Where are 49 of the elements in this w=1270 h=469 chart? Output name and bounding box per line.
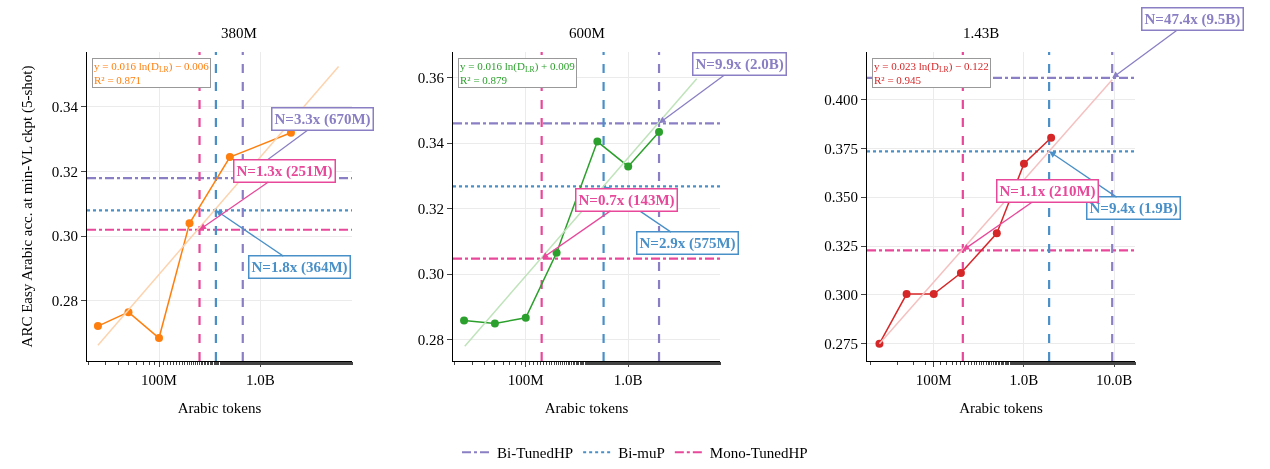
annotation: N=3.3x (670M) (274, 110, 371, 128)
y-tick-label: 0.36 (417, 70, 445, 87)
y-tick-label: 0.400 (824, 91, 858, 108)
y-tick-label: 0.275 (824, 335, 858, 352)
y-tick-label: 0.32 (51, 163, 78, 180)
point (93, 322, 102, 331)
annotation: N=9.4x (1.9B) (1089, 199, 1178, 217)
annotation: N=1.1x (210M) (999, 182, 1096, 200)
x-axis-title: Arabic tokens (959, 400, 1044, 416)
x-tick-label: 1.0B (246, 372, 275, 388)
chart-title: 1.43B (963, 25, 1000, 41)
x-tick-label: 100M (507, 372, 544, 388)
legend-label: Mono-TunedHP (709, 445, 808, 462)
y-tick-label: 0.375 (824, 140, 858, 157)
annotation: N=2.9x (575M) (639, 234, 736, 252)
x-axis-title: Arabic tokens (177, 400, 262, 416)
y-tick-label: 0.32 (417, 200, 444, 217)
legend-label: Bi-muP (618, 445, 665, 462)
y-tick-label: 0.34 (51, 99, 79, 116)
legend-label: Bi-TunedHP (497, 445, 574, 462)
x-tick-label: 10.0B (1096, 372, 1133, 388)
x-axis-title: Arabic tokens (544, 400, 629, 416)
annotation: y = 0.016 ln(D$_{LR}$) + 0.009 (460, 60, 576, 75)
point (155, 334, 163, 343)
y-tick-label: 0.28 (51, 293, 78, 310)
annotation: R² = 0.871 (94, 74, 142, 87)
y-tick-label: 0.28 (417, 331, 444, 348)
annotation: N=1.8x (364M) (251, 258, 348, 276)
y-tick-label: 0.30 (51, 228, 78, 245)
y-tick-label: 0.325 (824, 238, 858, 255)
x-tick-label: 1.0B (613, 372, 643, 388)
annotation: R² = 0.879 (460, 74, 508, 87)
annotation: N=1.3x (251M) (236, 162, 333, 180)
y-tick-label: 0.30 (417, 266, 444, 283)
y-tick-label: 0.300 (824, 287, 858, 304)
annotation: y = 0.023 ln(D$_{LR}$) − 0.122 (874, 60, 989, 75)
annotation: N=9.9x (2.0B) (695, 55, 784, 73)
x-tick-label: 100M (915, 372, 952, 388)
chart-title: 600M (569, 25, 605, 41)
annotation: N=47.4x (9.5B) (1144, 10, 1241, 28)
chart-title: 380M (221, 25, 257, 41)
y-axis-title: ARC Easy Arabic acc. at min-VL ckpt (5-shot) (19, 65, 36, 348)
annotation: y = 0.016 ln(D$_{LR}$) − 0.006 (94, 60, 210, 75)
y-tick-label: 0.34 (417, 135, 445, 152)
annotation: N=0.7x (143M) (578, 191, 675, 209)
x-tick-label: 1.0B (1009, 372, 1039, 388)
y-tick-label: 0.350 (824, 189, 858, 206)
annotation: R² = 0.945 (874, 74, 922, 87)
x-tick-label: 100M (141, 372, 177, 388)
